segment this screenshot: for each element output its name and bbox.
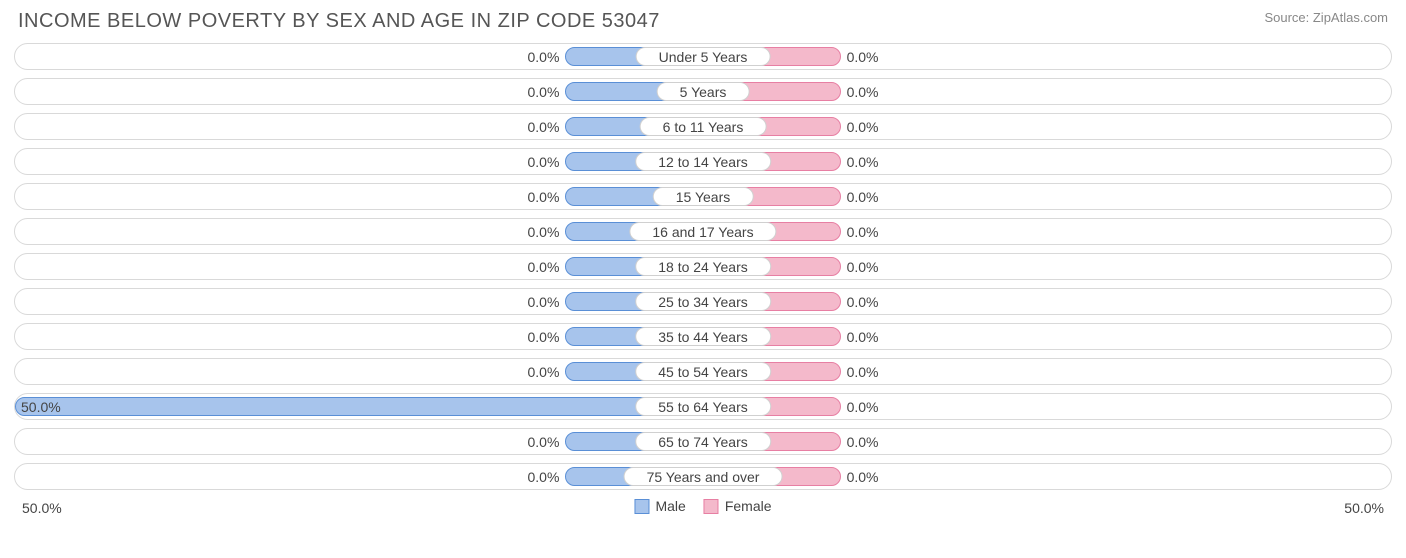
- chart-row: 0.0% 0.0% 75 Years and over: [14, 463, 1392, 490]
- category-pill: 45 to 54 Years: [635, 362, 771, 381]
- chart-row: 0.0% 0.0% 45 to 54 Years: [14, 358, 1392, 385]
- value-label-male: 50.0%: [21, 394, 61, 419]
- category-pill: 15 Years: [653, 187, 754, 206]
- value-label-female: 0.0%: [847, 114, 879, 139]
- value-label-female: 0.0%: [847, 464, 879, 489]
- chart-legend: Male Female: [634, 498, 771, 514]
- category-pill: 5 Years: [657, 82, 750, 101]
- legend-item-female: Female: [704, 498, 772, 514]
- chart-row: 0.0% 0.0% 5 Years: [14, 78, 1392, 105]
- value-label-male: 0.0%: [527, 359, 559, 384]
- value-label-female: 0.0%: [847, 324, 879, 349]
- value-label-female: 0.0%: [847, 219, 879, 244]
- axis-left-label: 50.0%: [22, 500, 62, 516]
- chart-row: 0.0% 0.0% Under 5 Years: [14, 43, 1392, 70]
- chart-header: INCOME BELOW POVERTY BY SEX AND AGE IN Z…: [0, 0, 1406, 37]
- chart-row: 0.0% 0.0% 35 to 44 Years: [14, 323, 1392, 350]
- category-pill: 18 to 24 Years: [635, 257, 771, 276]
- category-pill: 65 to 74 Years: [635, 432, 771, 451]
- chart-row: 0.0% 0.0% 18 to 24 Years: [14, 253, 1392, 280]
- category-pill: 6 to 11 Years: [640, 117, 767, 136]
- category-pill: 25 to 34 Years: [635, 292, 771, 311]
- value-label-male: 0.0%: [527, 429, 559, 454]
- chart-title: INCOME BELOW POVERTY BY SEX AND AGE IN Z…: [18, 10, 660, 33]
- value-label-male: 0.0%: [527, 79, 559, 104]
- legend-item-male: Male: [634, 498, 685, 514]
- chart-row: 0.0% 0.0% 65 to 74 Years: [14, 428, 1392, 455]
- chart-row: 0.0% 0.0% 12 to 14 Years: [14, 148, 1392, 175]
- value-label-male: 0.0%: [527, 254, 559, 279]
- chart-row: 0.0% 0.0% 25 to 34 Years: [14, 288, 1392, 315]
- chart-row: 50.0% 0.0% 55 to 64 Years: [14, 393, 1392, 420]
- value-label-female: 0.0%: [847, 79, 879, 104]
- category-pill: 35 to 44 Years: [635, 327, 771, 346]
- category-pill: 16 and 17 Years: [629, 222, 776, 241]
- value-label-female: 0.0%: [847, 44, 879, 69]
- chart-source: Source: ZipAtlas.com: [1264, 10, 1388, 25]
- value-label-male: 0.0%: [527, 324, 559, 349]
- chart-row: 0.0% 0.0% 6 to 11 Years: [14, 113, 1392, 140]
- chart-row: 0.0% 0.0% 16 and 17 Years: [14, 218, 1392, 245]
- value-label-female: 0.0%: [847, 149, 879, 174]
- value-label-female: 0.0%: [847, 289, 879, 314]
- value-label-male: 0.0%: [527, 149, 559, 174]
- value-label-female: 0.0%: [847, 184, 879, 209]
- chart-footer: 50.0% Male Female 50.0%: [0, 498, 1406, 528]
- value-label-male: 0.0%: [527, 464, 559, 489]
- chart-row: 0.0% 0.0% 15 Years: [14, 183, 1392, 210]
- value-label-female: 0.0%: [847, 254, 879, 279]
- category-pill: 12 to 14 Years: [635, 152, 771, 171]
- value-label-female: 0.0%: [847, 359, 879, 384]
- value-label-male: 0.0%: [527, 44, 559, 69]
- value-label-male: 0.0%: [527, 114, 559, 139]
- value-label-male: 0.0%: [527, 219, 559, 244]
- category-pill: Under 5 Years: [636, 47, 771, 66]
- chart-area: 0.0%0.0%Under 5 Years0.0%0.0%5 Years0.0%…: [0, 37, 1406, 490]
- legend-label-male: Male: [655, 498, 685, 514]
- axis-right-label: 50.0%: [1344, 500, 1384, 516]
- value-label-male: 0.0%: [527, 184, 559, 209]
- legend-label-female: Female: [725, 498, 772, 514]
- bar-male: [15, 397, 703, 416]
- category-pill: 75 Years and over: [624, 467, 783, 486]
- value-label-male: 0.0%: [527, 289, 559, 314]
- legend-swatch-male: [634, 499, 649, 514]
- value-label-female: 0.0%: [847, 429, 879, 454]
- value-label-female: 0.0%: [847, 394, 879, 419]
- category-pill: 55 to 64 Years: [635, 397, 771, 416]
- legend-swatch-female: [704, 499, 719, 514]
